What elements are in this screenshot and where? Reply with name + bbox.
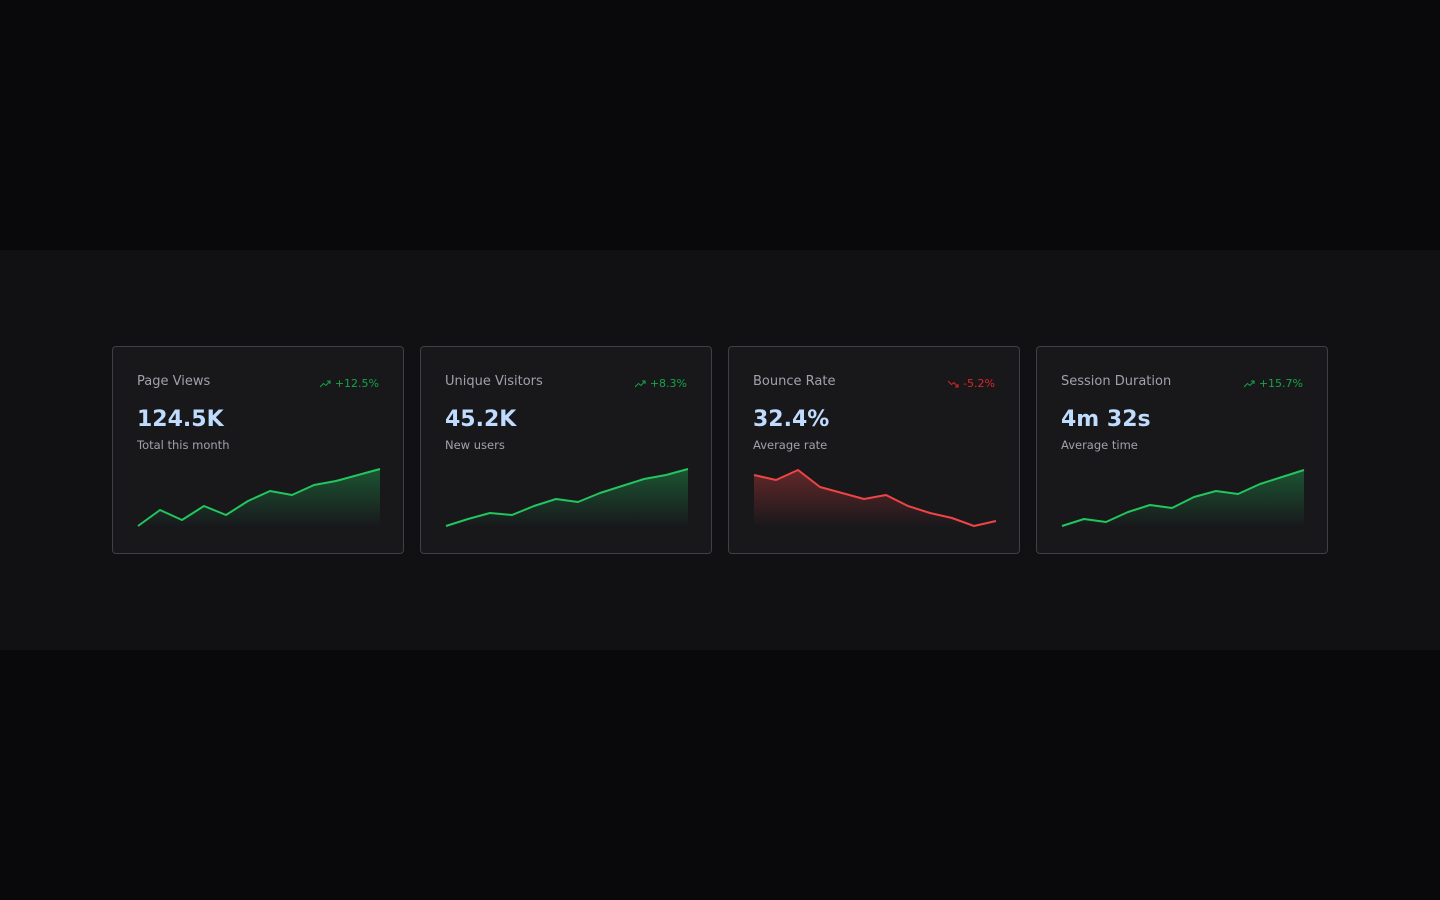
stat-card-session-duration: Session Duration +15.7% 4m 32s Average t… (1036, 346, 1328, 554)
card-value: 45.2K (445, 407, 517, 432)
trending-down-icon (948, 380, 959, 387)
stats-cards: Page Views +12.5% 124.5K Total this mont… (112, 346, 1328, 554)
trend-value: -5.2% (963, 377, 995, 390)
trend-badge: +12.5% (319, 377, 379, 390)
card-subtitle: Total this month (137, 438, 230, 452)
card-value: 4m 32s (1061, 407, 1151, 432)
sparkline-area (1062, 470, 1304, 527)
card-value: 124.5K (137, 407, 224, 432)
trend-value: +15.7% (1258, 377, 1303, 390)
card-title: Page Views (137, 374, 211, 389)
stat-card-unique-visitors: Unique Visitors +8.3% 45.2K New users (420, 346, 712, 554)
card-subtitle: New users (445, 438, 505, 452)
sparkline-area (446, 469, 688, 527)
sparkline-area (138, 469, 380, 527)
sparkline-chart (445, 468, 689, 527)
trending-up-icon (319, 380, 331, 387)
card-subtitle: Average rate (753, 438, 828, 452)
trend-value: +8.3% (649, 377, 687, 390)
sparkline-line (137, 468, 381, 527)
stat-card-bounce-rate: Bounce Rate -5.2% 32.4% Average rate (728, 346, 1020, 554)
sparkline-chart (753, 469, 997, 527)
sparkline-chart (1061, 469, 1305, 527)
card-title: Unique Visitors (445, 374, 543, 389)
trend-badge: -5.2% (948, 377, 995, 390)
trending-up-icon (634, 380, 646, 387)
trending-up-icon (1243, 380, 1255, 387)
sparkline-area (754, 470, 996, 527)
card-subtitle: Average time (1061, 438, 1138, 452)
sparkline-line (445, 468, 689, 527)
stat-card-page-views: Page Views +12.5% 124.5K Total this mont… (112, 346, 404, 554)
trend-badge: +8.3% (634, 377, 687, 390)
sparkline-line (753, 469, 997, 527)
trend-value: +12.5% (334, 377, 379, 390)
card-title: Session Duration (1061, 374, 1172, 389)
trend-badge: +15.7% (1243, 377, 1303, 390)
sparkline-line (1061, 469, 1305, 527)
card-title: Bounce Rate (753, 374, 836, 389)
card-value: 32.4% (753, 407, 830, 432)
sparkline-chart (137, 468, 381, 527)
